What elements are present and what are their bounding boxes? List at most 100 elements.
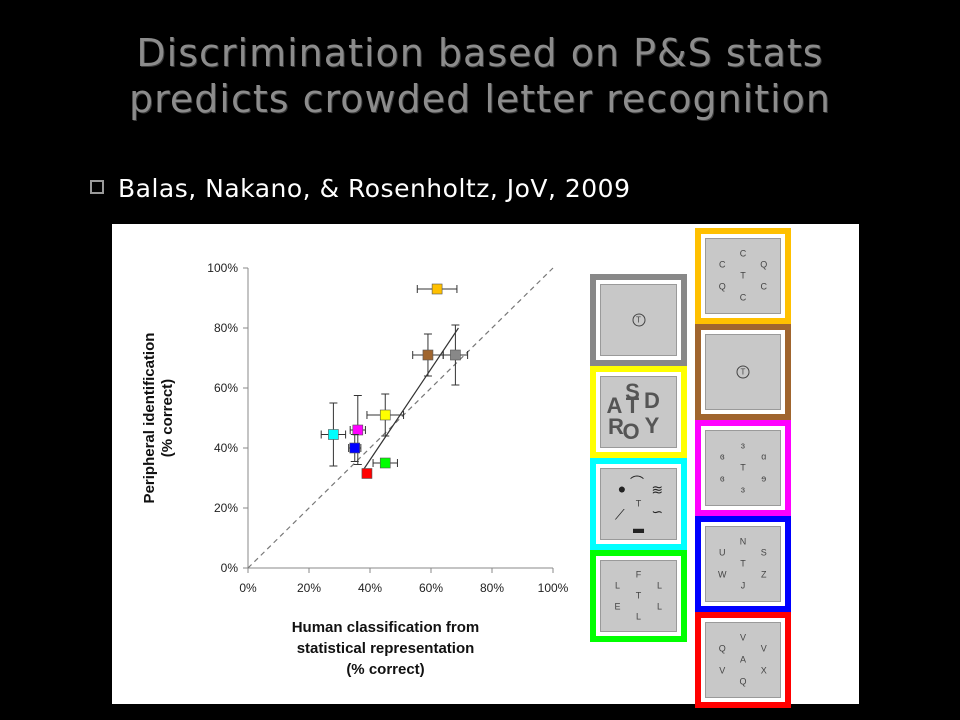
x-axis-label-line: statistical representation	[297, 640, 475, 657]
x-tick-label: 60%	[419, 581, 443, 595]
data-point-2	[450, 349, 461, 361]
slide-title-line2: predicts crowded letter recognition	[128, 77, 832, 121]
y-tick-label: 40%	[214, 441, 238, 455]
stimulus-glyph: ɜ	[740, 484, 746, 495]
stimulus-tile-right-1: T	[695, 324, 791, 420]
stimulus-glyph: L	[614, 580, 621, 590]
x-tick-label: 40%	[358, 581, 382, 595]
stimulus-glyph: ≋	[651, 481, 664, 498]
stimulus-glyph: N	[739, 536, 747, 547]
y-tick-label: 60%	[214, 381, 238, 395]
y-tick-label: 0%	[221, 561, 239, 575]
stimulus-patch: ● ⌒ ≋ T ⟋ ∽ ▂	[600, 468, 677, 540]
stimulus-patch: N U S T W Z J	[705, 526, 781, 602]
data-point-5	[352, 424, 364, 436]
stimulus-glyph: Y	[644, 413, 660, 438]
square-bullet-icon	[90, 180, 104, 194]
stimulus-glyph: Z	[760, 569, 767, 580]
stimulus-glyph: A	[606, 393, 623, 419]
x-axis-label-line: (% correct)	[346, 661, 424, 678]
slide-title: Discrimination based on P&S stats predic…	[0, 30, 960, 122]
stimulus-glyph: ɑ	[761, 451, 767, 462]
stimulus-patch: T	[705, 334, 781, 410]
stimulus-tile-right-3: N U S T W Z J	[695, 516, 791, 612]
stimulus-glyph: ɞ	[719, 451, 725, 462]
stimulus-glyph: O	[622, 418, 640, 444]
figure-panel: 0% 20% 40% 60% 80% 100% 0% 20% 40% 60% 80% 100% Peri…	[112, 224, 859, 708]
stimulus-glyph: Q	[760, 259, 768, 270]
stimulus-glyph: T	[635, 498, 642, 509]
x-tick-label: 100%	[538, 581, 569, 595]
stimulus-glyph: X	[760, 665, 767, 676]
stimulus-glyph: V	[719, 665, 726, 676]
stimulus-glyph: T	[625, 393, 640, 419]
stimulus-glyph: R	[608, 414, 624, 440]
stimulus-glyph: D	[644, 387, 660, 413]
stimulus-glyph: Q	[718, 281, 726, 292]
data-point-1	[422, 349, 434, 361]
stimulus-glyph: ɜ	[740, 440, 746, 451]
stimulus-glyph: T	[635, 590, 642, 601]
stimulus-glyph: C	[760, 281, 767, 292]
stimulus-glyph: C	[739, 248, 747, 259]
stimulus-tile-left-0: T	[590, 274, 687, 366]
stimulus-glyph: J	[740, 580, 746, 591]
stimulus-glyph: V	[739, 632, 747, 643]
y-tick-label: 100%	[207, 261, 238, 275]
stimulus-glyph: L	[635, 611, 642, 622]
stimulus-glyph: ⌒	[630, 474, 644, 491]
stimulus-glyph: C	[739, 292, 747, 303]
scatter-chart: 0% 20% 40% 60% 80% 100% 0% 20% 40% 60% 80% 100% Peri…	[141, 261, 569, 678]
stimulus-glyph: L	[656, 601, 663, 611]
stimulus-glyph: L	[656, 580, 663, 590]
bullet-item: Balas, Nakano, & Rosenholtz, JoV, 2009	[90, 172, 631, 206]
stimulus-glyph: Q	[739, 676, 747, 687]
stimulus-glyph: S	[760, 547, 767, 558]
stimulus-glyph: U	[719, 547, 726, 558]
data-point-0	[431, 283, 443, 295]
x-tick-label: 80%	[480, 581, 504, 595]
stimulus-glyph: T	[736, 365, 750, 379]
data-point-4	[328, 429, 339, 440]
regression-line	[363, 327, 459, 470]
stimulus-glyph: T	[740, 270, 746, 281]
x-axis-label-line: Human classification from	[292, 619, 480, 636]
stimulus-tile-left-2: ● ⌒ ≋ T ⟋ ∽ ▂	[590, 458, 687, 550]
stimulus-patch: T	[600, 284, 677, 356]
stimulus-glyph: ▂	[633, 516, 644, 533]
stimulus-glyph: ⟋	[614, 506, 625, 522]
stimulus-glyph: A	[739, 654, 747, 665]
stimulus-glyph: T	[632, 313, 645, 327]
data-point-8	[361, 468, 373, 479]
x-tick-label: 20%	[297, 581, 321, 595]
y-axis-label-line: (% correct)	[159, 379, 176, 457]
stimulus-glyph: C	[719, 259, 726, 270]
data-point-7	[379, 457, 391, 469]
y-tick-label: 20%	[214, 501, 238, 515]
stimulus-glyph: T	[740, 558, 746, 569]
stimulus-glyph: ɘ	[761, 473, 767, 484]
stimulus-glyph: ●	[617, 480, 627, 497]
stimulus-glyph: ∽	[651, 503, 664, 520]
citation-text: Balas, Nakano, & Rosenholtz, JoV, 2009	[118, 174, 631, 203]
stimulus-glyph: S	[625, 379, 640, 405]
x-tick-label: 0%	[239, 581, 257, 595]
stimulus-glyph: Q	[718, 643, 726, 654]
y-axis-label-line: Peripheral identification	[141, 333, 158, 504]
stimulus-glyph: W	[718, 569, 727, 580]
stimulus-glyph: E	[614, 601, 621, 611]
stimulus-glyph: V	[760, 643, 767, 654]
data-point-6	[349, 442, 361, 454]
y-tick-label: 80%	[214, 321, 238, 335]
data-point-3	[379, 409, 391, 421]
